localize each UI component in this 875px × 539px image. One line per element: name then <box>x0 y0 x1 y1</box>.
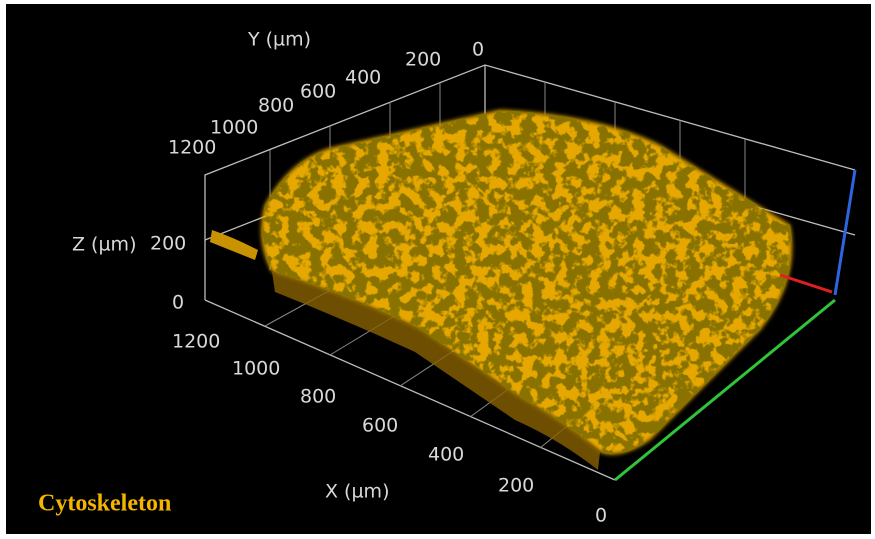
screenshot: Y (µm) Z (µm) X (µm) 1200 1000 800 600 4… <box>0 0 875 539</box>
x-tick-label: 1200 <box>172 331 220 353</box>
x-axis-label: X (µm) <box>325 481 389 503</box>
x-tick-label: 800 <box>300 386 336 408</box>
y-tick-label: 1000 <box>210 117 258 139</box>
x-tick-label: 400 <box>428 444 464 466</box>
z-axis-label: Z (µm) <box>72 234 136 256</box>
x-tick-label: 1000 <box>232 358 280 380</box>
y-tick-label: 0 <box>472 39 484 61</box>
y-tick-label: 800 <box>258 95 294 117</box>
y-tick-label: 400 <box>345 67 381 89</box>
y-tick-label: 1200 <box>168 137 216 159</box>
caption: Cytoskeleton <box>38 491 171 517</box>
x-tick-label: 200 <box>498 475 534 497</box>
x-tick-label: 0 <box>595 505 607 527</box>
z-tick-label: 0 <box>172 292 184 314</box>
y-tick-label: 200 <box>405 49 441 71</box>
y-axis-label: Y (µm) <box>247 29 311 51</box>
y-tick-label: 600 <box>300 81 336 103</box>
z-tick-label: 200 <box>150 233 186 255</box>
x-tick-label: 600 <box>362 415 398 437</box>
